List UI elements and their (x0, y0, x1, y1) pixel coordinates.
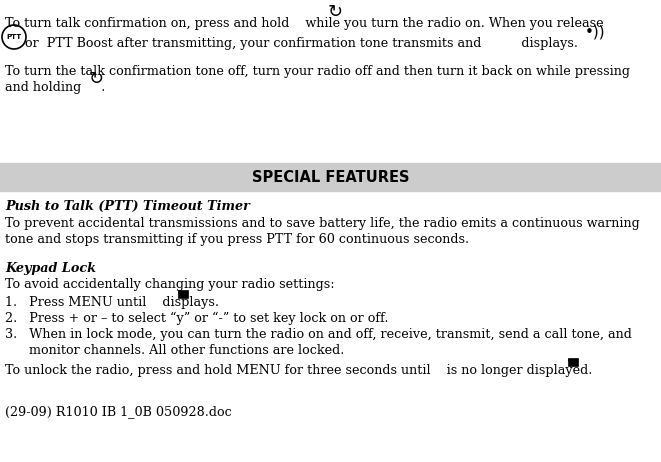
Text: ↻: ↻ (89, 70, 104, 88)
Text: •)): •)) (585, 24, 605, 39)
Text: (29-09) R1010 IB 1_0B 050928.doc: (29-09) R1010 IB 1_0B 050928.doc (5, 405, 232, 418)
Text: Push to Talk (PTT) Timeout Timer: Push to Talk (PTT) Timeout Timer (5, 200, 250, 213)
Text: To prevent accidental transmissions and to save battery life, the radio emits a : To prevent accidental transmissions and … (5, 217, 640, 230)
Text: ↻: ↻ (327, 3, 342, 21)
Text: and holding     .: and holding . (5, 81, 105, 94)
Text: 1.   Press MENU until    displays.: 1. Press MENU until displays. (5, 296, 219, 309)
Text: To turn the talk confirmation tone off, turn your radio off and then turn it bac: To turn the talk confirmation tone off, … (5, 65, 630, 78)
Text: To unlock the radio, press and hold MENU for three seconds until    is no longer: To unlock the radio, press and hold MENU… (5, 364, 592, 377)
Text: monitor channels. All other functions are locked.: monitor channels. All other functions ar… (5, 344, 344, 357)
Text: 2.   Press + or – to select “y” or “-” to set key lock on or off.: 2. Press + or – to select “y” or “-” to … (5, 312, 389, 325)
Text: 3.   When in lock mode, you can turn the radio on and off, receive, transmit, se: 3. When in lock mode, you can turn the r… (5, 328, 632, 341)
Bar (0, 163, 661, 191)
Text: SPECIAL FEATURES: SPECIAL FEATURES (252, 170, 409, 184)
Text: To avoid accidentally changing your radio settings:: To avoid accidentally changing your radi… (5, 278, 334, 291)
Text: Keypad Lock: Keypad Lock (5, 262, 96, 275)
Text: or  PTT Boost after transmitting, your confirmation tone transmits and          : or PTT Boost after transmitting, your co… (5, 37, 578, 50)
Text: PTT: PTT (7, 34, 22, 40)
Text: tone and stops transmitting if you press PTT for 60 continuous seconds.: tone and stops transmitting if you press… (5, 233, 469, 246)
Text: To turn talk confirmation on, press and hold    while you turn the radio on. Whe: To turn talk confirmation on, press and … (5, 17, 603, 30)
Bar (568, 358, 578, 366)
Bar (178, 290, 188, 298)
